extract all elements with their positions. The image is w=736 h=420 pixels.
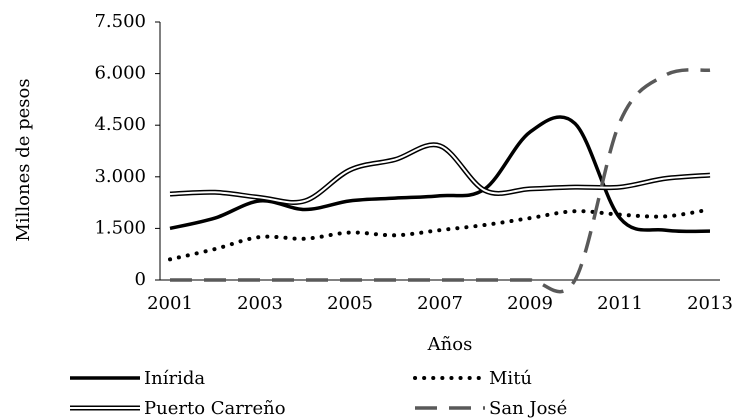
legend-label: San José bbox=[489, 398, 567, 419]
x-tick-label: 2001 bbox=[147, 293, 193, 314]
legend-label: Mitú bbox=[489, 368, 532, 389]
x-tick-label: 2009 bbox=[507, 293, 553, 314]
x-tick-label: 2003 bbox=[237, 293, 283, 314]
y-tick-label: 1.500 bbox=[94, 217, 146, 238]
y-tick-label: 6.000 bbox=[94, 63, 146, 84]
x-tick-label: 2007 bbox=[417, 293, 463, 314]
legend-label: Inírida bbox=[144, 368, 205, 389]
legend-label: Puerto Carreño bbox=[144, 398, 286, 419]
x-tick-label: 2013 bbox=[687, 293, 733, 314]
y-tick-label: 0 bbox=[135, 269, 146, 290]
x-axis-title: Años bbox=[427, 334, 473, 355]
x-tick-label: 2005 bbox=[327, 293, 373, 314]
series-line bbox=[168, 207, 712, 262]
x-tick-label: 2011 bbox=[597, 293, 643, 314]
y-axis-title: Millones de pesos bbox=[13, 78, 34, 241]
series-line bbox=[169, 142, 711, 205]
series-line-inner bbox=[169, 143, 711, 204]
y-tick-label: 3.000 bbox=[94, 166, 146, 187]
series-line bbox=[169, 115, 711, 234]
y-tick-label: 7.500 bbox=[94, 11, 146, 32]
series-line bbox=[170, 68, 711, 294]
y-tick-label: 4.500 bbox=[94, 114, 146, 135]
